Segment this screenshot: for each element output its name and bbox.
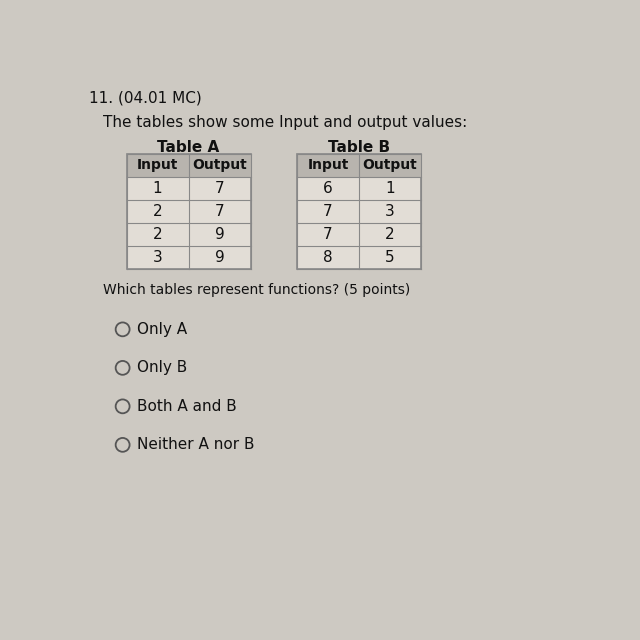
FancyBboxPatch shape	[297, 154, 421, 269]
Text: Table A: Table A	[157, 140, 220, 155]
Text: 1: 1	[153, 181, 163, 196]
Text: 7: 7	[214, 204, 224, 219]
Text: 2: 2	[153, 227, 163, 242]
Text: Only A: Only A	[138, 322, 188, 337]
Text: 2: 2	[153, 204, 163, 219]
Text: 7: 7	[323, 204, 333, 219]
FancyBboxPatch shape	[127, 154, 250, 269]
FancyBboxPatch shape	[297, 154, 421, 177]
Text: 1: 1	[385, 181, 395, 196]
Text: 8: 8	[323, 250, 333, 265]
Text: 3: 3	[385, 204, 395, 219]
Text: Both A and B: Both A and B	[138, 399, 237, 414]
Text: Only B: Only B	[138, 360, 188, 375]
Text: 9: 9	[214, 227, 225, 242]
Text: 5: 5	[385, 250, 395, 265]
Text: Neither A nor B: Neither A nor B	[138, 437, 255, 452]
Text: Table B: Table B	[328, 140, 390, 155]
Text: Input: Input	[307, 158, 349, 172]
Text: 6: 6	[323, 181, 333, 196]
Text: 7: 7	[323, 227, 333, 242]
Text: 9: 9	[214, 250, 225, 265]
Text: Input: Input	[137, 158, 178, 172]
Text: 11. (04.01 MC): 11. (04.01 MC)	[90, 91, 202, 106]
Text: The tables show some Input and output values:: The tables show some Input and output va…	[103, 115, 467, 131]
Text: 3: 3	[152, 250, 163, 265]
Text: 7: 7	[214, 181, 224, 196]
Text: 2: 2	[385, 227, 395, 242]
Text: Which tables represent functions? (5 points): Which tables represent functions? (5 poi…	[103, 283, 410, 297]
Text: Output: Output	[192, 158, 247, 172]
FancyBboxPatch shape	[127, 154, 250, 177]
Text: Output: Output	[363, 158, 417, 172]
